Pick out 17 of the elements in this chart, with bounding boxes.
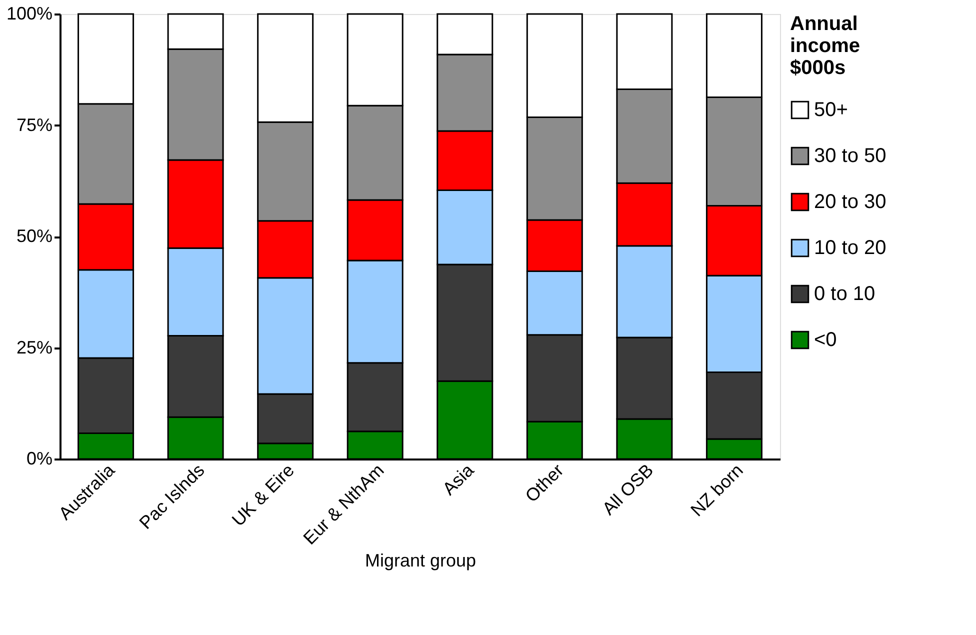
- x-axis-title: Migrant group: [364, 550, 476, 570]
- legend-label: 0 to 10: [814, 283, 876, 305]
- y-tick-label: 100%: [6, 4, 52, 24]
- legend-label: 10 to 20: [814, 237, 886, 259]
- y-tick-label: 75%: [16, 114, 52, 135]
- legend-label: 50+: [814, 99, 848, 121]
- x-tick-label: Asia: [438, 459, 478, 499]
- x-tick-label: All OSB: [598, 460, 658, 519]
- legend-label: <0: [814, 329, 837, 351]
- legend-title: Annual income $000s: [790, 13, 860, 79]
- y-tick-label: 25%: [16, 337, 52, 358]
- y-tick-label: 50%: [16, 226, 52, 246]
- x-tick-label: UK & Eire: [228, 460, 298, 530]
- y-tick-label: 0%: [26, 448, 52, 468]
- x-tick-label: NZ born: [686, 460, 747, 520]
- legend-label: 20 to 30: [814, 191, 886, 213]
- legend-label: 30 to 50: [814, 145, 886, 167]
